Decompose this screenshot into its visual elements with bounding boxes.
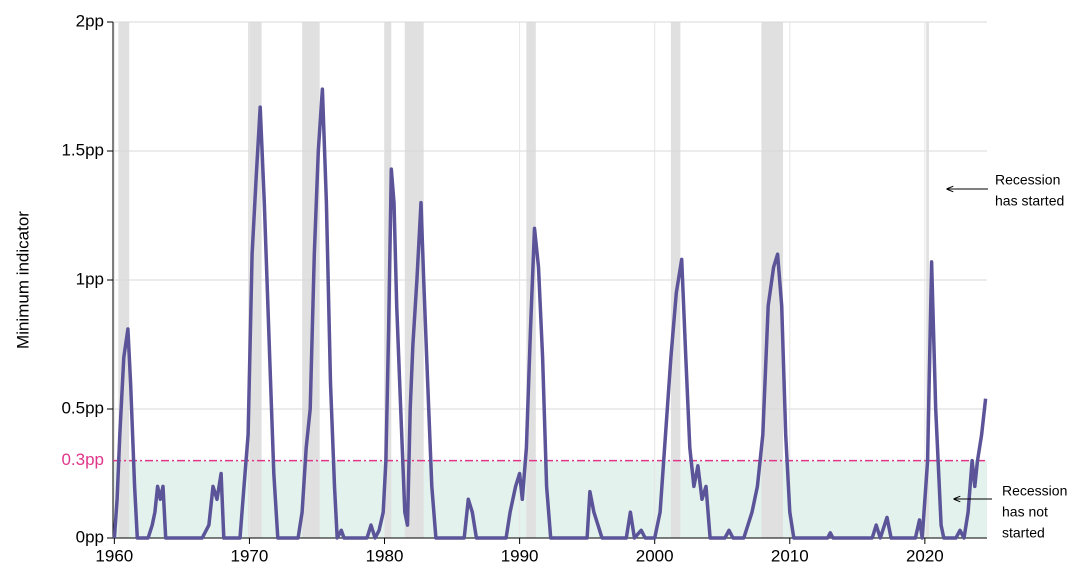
y-tick-label: 2pp — [76, 11, 104, 30]
y-tick-label: 0pp — [76, 527, 104, 546]
x-tick-label: 1970 — [231, 546, 269, 565]
x-tick-label: 2020 — [906, 546, 944, 565]
x-tick-label: 1960 — [95, 546, 133, 565]
x-tick-label: 2010 — [771, 546, 809, 565]
annotation-text: Recession — [995, 172, 1060, 188]
indicator-line — [112, 87, 988, 540]
y-tick-label: 1.5pp — [61, 140, 104, 159]
y-tick-label: 0.5pp — [61, 398, 104, 417]
x-tick-label: 1990 — [501, 546, 539, 565]
x-tick-label: 1980 — [366, 546, 404, 565]
annotation-text: has not — [1002, 504, 1048, 520]
y-tick-label: 1pp — [76, 269, 104, 288]
annotation-text: has started — [995, 193, 1064, 209]
y-axis-label: Minimum indicator — [13, 211, 32, 349]
annotation-text: started — [1002, 525, 1045, 541]
threshold-label: 0.3pp — [61, 450, 104, 469]
annotation-text: Recession — [1002, 483, 1067, 499]
x-tick-label: 2000 — [636, 546, 674, 565]
